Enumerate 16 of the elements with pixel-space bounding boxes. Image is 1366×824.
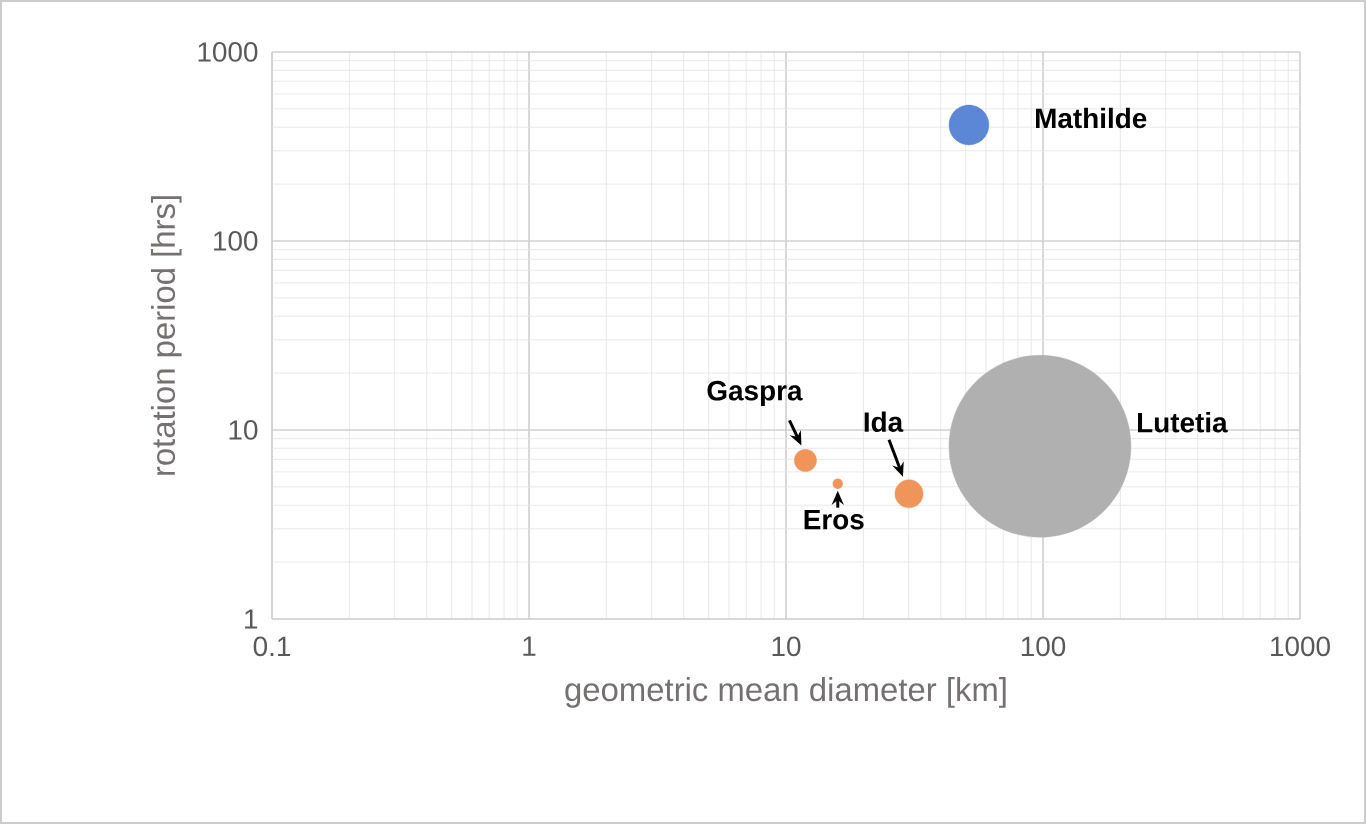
series-label: Ida <box>864 411 904 432</box>
x-tick-label: 10 <box>772 636 801 657</box>
y-tick-label: 1 <box>245 609 258 629</box>
series-label: Lutetia <box>1138 412 1228 433</box>
series-label: Gaspra <box>707 380 803 407</box>
x-tick-label: 1000 <box>1271 636 1330 657</box>
legend-label: Mathilde <box>1036 107 1147 129</box>
x-tick-label: 0.1 <box>253 636 291 657</box>
x-tick-label: 100 <box>1021 636 1066 657</box>
x-tick-label: 1 <box>523 636 536 656</box>
y-tick-label: 10 <box>229 420 258 440</box>
y-axis-title: rotation period [hrs] <box>150 196 182 475</box>
y-tick-label: 100 <box>214 231 258 251</box>
series-label: Eros <box>804 509 864 530</box>
y-tick-label: 1000 <box>198 42 258 62</box>
x-axis-title: geometric mean diameter [km] <box>565 677 1006 708</box>
